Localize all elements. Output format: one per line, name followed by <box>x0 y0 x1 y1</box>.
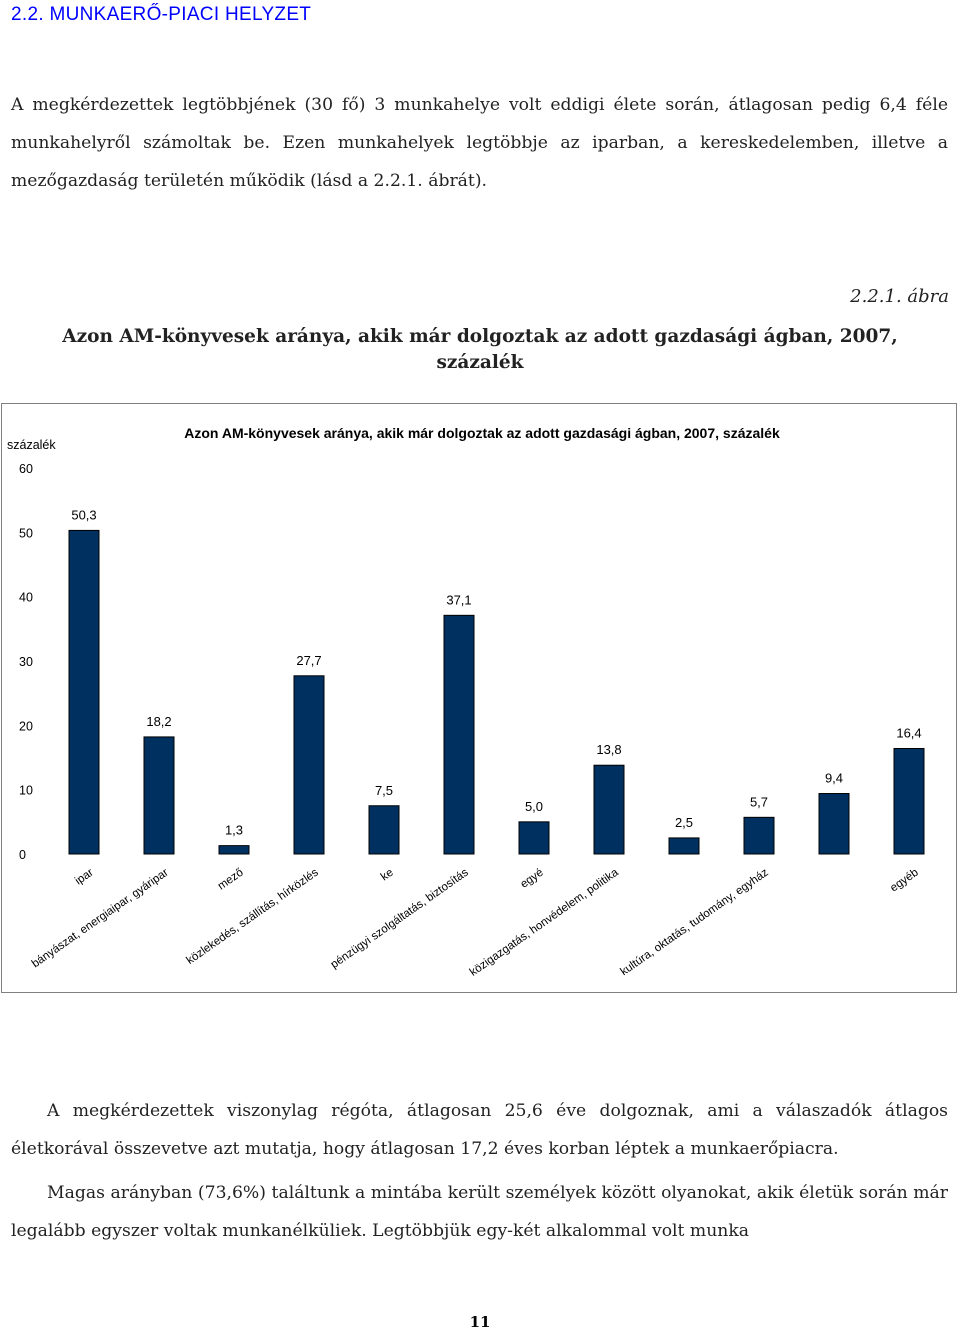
bar <box>818 793 850 855</box>
y-tick-label: 50 <box>19 526 33 540</box>
value-label: 2,5 <box>675 815 693 830</box>
value-label: 9,4 <box>825 771 843 786</box>
bar <box>668 837 700 855</box>
bar <box>893 747 925 855</box>
bar <box>518 821 550 855</box>
value-label: 1,3 <box>225 823 243 838</box>
bar <box>443 614 475 855</box>
value-label: 37,1 <box>446 592 471 607</box>
bars <box>68 529 925 855</box>
x-tick-label: közlekedés, szállítás, hírközlés <box>185 866 321 967</box>
bar <box>68 529 100 855</box>
x-tick-label: egyéb <box>888 867 921 895</box>
bar <box>293 675 325 855</box>
paragraph-unemployment: Magas arányban (73,6%) találtunk a mintá… <box>11 1183 948 1241</box>
value-label: 13,8 <box>596 742 621 757</box>
paragraph-intro: A megkérdezettek legtöbbjének (30 fő) 3 … <box>11 95 948 191</box>
value-labels: 50,3 18,2 1,3 27,7 7,5 37,1 5,0 13,8 2,5 5,7 9,4 16… <box>71 507 921 837</box>
y-tick-label: 0 <box>19 848 26 862</box>
x-tick-label: mező <box>216 867 246 893</box>
bar <box>218 845 250 855</box>
x-tick-label: kultúra, oktatás, tudomány, egyház <box>618 866 770 978</box>
value-label: 16,4 <box>896 725 921 740</box>
value-label: 27,7 <box>296 653 321 668</box>
paragraph-work-years: A megkérdezettek viszonylag régóta, átla… <box>11 1101 948 1159</box>
page-number: 11 <box>469 1313 491 1331</box>
value-label: 50,3 <box>71 507 96 522</box>
value-label: 7,5 <box>375 783 393 798</box>
bar <box>143 736 175 855</box>
bar <box>593 764 625 855</box>
value-label: 5,0 <box>525 799 543 814</box>
x-tick-label: pénzügyi szolgáltatás, biztosítás <box>329 866 471 971</box>
x-tick-label: egyé <box>518 867 545 891</box>
y-tick-label: 40 <box>19 591 33 605</box>
chart-title: Azon AM-könyvesek aránya, akik már dolgo… <box>184 425 780 441</box>
value-label: 5,7 <box>750 794 768 809</box>
bar <box>743 816 775 855</box>
x-tick-label: közigazgatás, honvédelem, politika <box>468 866 621 978</box>
figure-reference: 2.2.1. ábra <box>850 286 949 307</box>
x-tick-label: ipar <box>73 867 96 888</box>
figure-title: Azon AM-könyvesek aránya, akik már dolgo… <box>62 326 898 373</box>
y-axis-ticks: 0 10 20 30 40 50 60 <box>19 462 33 862</box>
y-tick-label: 30 <box>19 655 33 669</box>
bar <box>368 805 400 855</box>
x-tick-label: ke <box>379 867 396 884</box>
chart-canvas: százalék Azon AM-könyvesek aránya, akik … <box>7 425 925 979</box>
y-tick-label: 60 <box>19 462 33 476</box>
chart-y-axis-label: százalék <box>7 438 56 452</box>
y-tick-label: 10 <box>19 784 33 798</box>
bar-chart: százalék Azon AM-könyvesek aránya, akik … <box>1 403 957 993</box>
value-label: 18,2 <box>146 714 171 729</box>
section-heading: 2.2. MUNKAERŐ-PIACI HELYZET <box>11 4 312 25</box>
y-tick-label: 20 <box>19 719 33 733</box>
x-tick-label: bányászat, energiaipar, gyáripar <box>30 867 171 971</box>
